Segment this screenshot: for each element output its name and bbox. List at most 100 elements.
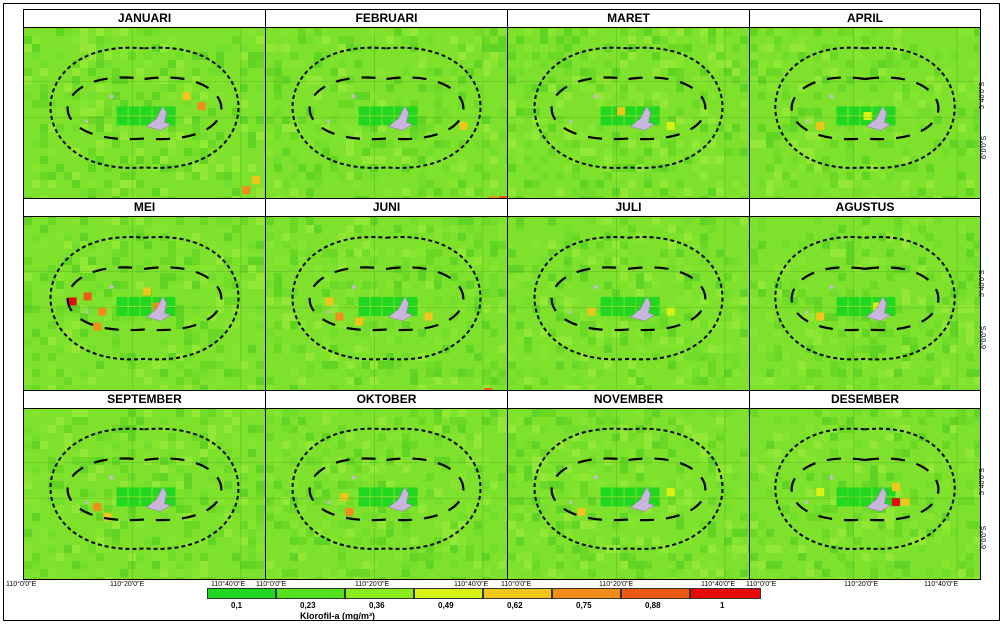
inner-zone-boundary: [790, 266, 940, 332]
chl-pixel: [508, 100, 516, 108]
chl-pixel: [192, 148, 200, 156]
chl-pixel: [588, 257, 596, 265]
chl-pixel: [966, 521, 974, 529]
chl-pixel: [40, 172, 48, 180]
chl-pixel: [192, 249, 200, 257]
chl-pixel: [160, 68, 168, 76]
chl-pixel: [902, 297, 910, 305]
chl-pixel: [648, 497, 660, 507]
chl-pixel: [112, 337, 120, 345]
lon-label: 110°0'0"E: [256, 581, 287, 588]
map-canvas: [750, 217, 980, 390]
chl-pixel: [580, 132, 588, 140]
chl-pixel: [474, 433, 482, 441]
chl-pixel: [814, 108, 822, 116]
chl-pixel: [490, 265, 498, 273]
chl-pixel: [88, 92, 96, 100]
chl-pixel: [112, 305, 120, 313]
chl-pixel: [482, 321, 490, 329]
chl-pixel: [750, 553, 758, 561]
chl-pixel: [708, 353, 716, 361]
chl-pixel: [434, 140, 442, 148]
chl-pixel: [572, 313, 580, 321]
chl-pixel: [112, 345, 120, 353]
chl-pixel: [144, 257, 152, 265]
chl-pixel: [822, 68, 830, 76]
chl-pixel: [136, 28, 144, 36]
chl-pixel: [668, 329, 676, 337]
legend-swatch: [207, 588, 276, 599]
chl-pixel: [232, 433, 240, 441]
chl-pixel: [32, 409, 40, 417]
chl-pixel: [290, 345, 298, 353]
chl-pixel: [580, 441, 588, 449]
chl-pixel: [290, 537, 298, 545]
chl-pixel: [248, 132, 256, 140]
chl-pixel: [934, 196, 942, 198]
chl-pixel: [766, 84, 774, 92]
chl-pixel: [870, 441, 878, 449]
chl-pixel: [418, 60, 426, 68]
chl-pixel: [24, 196, 32, 198]
chl-pixel: [72, 321, 80, 329]
chl-pixel: [580, 481, 588, 489]
chl-pixel: [596, 92, 604, 100]
map-panel-april: APRIL: [749, 9, 981, 199]
chl-pixel: [266, 385, 274, 390]
chl-pixel: [402, 441, 410, 449]
chl-pixel: [264, 409, 265, 417]
chl-pixel: [830, 337, 838, 345]
chl-pixel: [716, 473, 724, 481]
chl-pixel: [838, 329, 846, 337]
island-shape: [593, 94, 598, 99]
chl-pixel: [516, 417, 524, 425]
chl-pixel: [532, 377, 540, 385]
chl-pixel: [48, 361, 56, 369]
chl-pixel: [540, 505, 548, 513]
chl-pixel: [564, 385, 572, 390]
chl-pixel: [56, 553, 64, 561]
chl-pixel: [532, 241, 540, 249]
chl-pixel: [298, 377, 306, 385]
chl-pixel: [64, 172, 72, 180]
chl-pixel: [548, 124, 556, 132]
chl-pixel: [620, 337, 628, 345]
chl-pixel: [846, 345, 854, 353]
chl-pixel: [88, 148, 96, 156]
chl-pixel: [604, 417, 612, 425]
chl-pixel: [934, 84, 942, 92]
chl-pixel: [902, 52, 910, 60]
chl-pixel: [208, 361, 216, 369]
chl-pixel: [692, 76, 700, 84]
chl-pixel: [434, 84, 442, 92]
chl-pixel: [48, 425, 56, 433]
chl-pixel: [128, 473, 136, 481]
chl-pixel: [482, 369, 490, 377]
chl-pixel: [724, 124, 732, 132]
chl-pixel: [192, 233, 200, 241]
chlorophyll-map: [24, 409, 265, 579]
chl-pixel: [822, 529, 830, 537]
chl-pixel: [790, 156, 798, 164]
chl-pixel: [636, 385, 644, 390]
chl-pixel: [886, 513, 894, 521]
island-shape: [327, 310, 331, 314]
chl-pixel: [612, 68, 620, 76]
chl-pixel: [338, 481, 346, 489]
chl-pixel: [564, 164, 572, 172]
chl-pixel: [548, 569, 556, 577]
chl-hotspot: [863, 112, 872, 121]
chl-pixel: [748, 124, 749, 132]
chl-pixel: [458, 425, 466, 433]
chl-pixel: [766, 561, 774, 569]
chl-pixel: [588, 148, 596, 156]
chl-pixel: [524, 417, 532, 425]
chl-pixel: [918, 188, 926, 196]
chl-pixel: [112, 92, 120, 100]
chl-pixel: [104, 52, 112, 60]
chl-pixel: [370, 561, 378, 569]
chl-pixel: [506, 481, 507, 489]
chl-pixel: [556, 172, 564, 180]
chl-pixel: [612, 497, 624, 507]
chl-pixel: [482, 497, 490, 505]
